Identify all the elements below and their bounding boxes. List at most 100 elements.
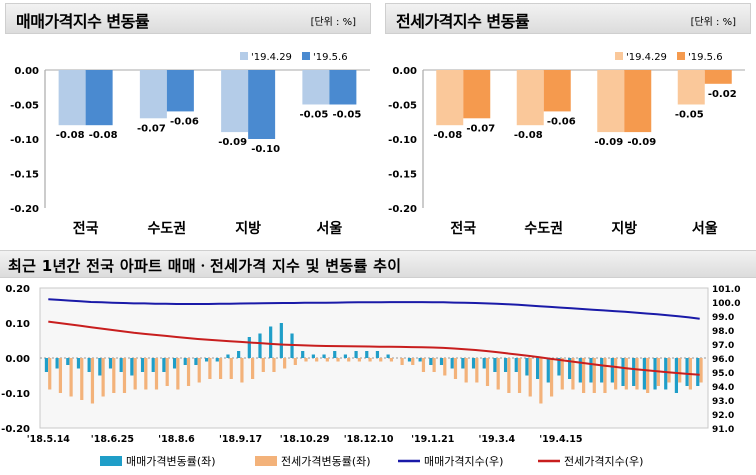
trend-jeonse-bar [614,358,618,390]
trend-jeonse-bar [90,358,95,404]
sale-data-label: -0.10 [251,144,280,155]
trend-jeonse-bar [272,358,276,372]
trend-right-ytick: 92.0 [712,411,734,421]
trend-sale-bar [333,351,337,358]
trend-jeonse-bar [667,358,671,383]
trend-sale-bar [461,358,465,369]
trend-sale-bar [386,354,390,358]
trend-sale-bar [237,351,241,358]
jeonse-bar [543,70,571,112]
trend-sale-bar [140,358,145,372]
sale-bar [221,70,249,133]
trend-jeonse-index-line [48,320,700,376]
trend-right-ytick: 101.0 [712,285,740,295]
trend-jeonse-bar [549,358,554,397]
trend-jeonse-bar [678,358,682,383]
trend-left-ytick: -0.20 [1,424,30,435]
trend-jeonse-bar [283,358,287,369]
jeonse-legend-label: '19.5.6 [688,52,723,63]
trend-sale-bar [183,358,187,365]
trend-sale-bar [525,358,529,376]
trend-jeonse-bar [58,358,63,393]
trend-jeonse-bar [539,358,543,404]
trend-legend-label: 매매가격변동률(좌) [126,455,216,468]
trend-sale-bar [642,358,646,390]
jeonse-data-label: -0.06 [547,116,576,127]
trend-jeonse-bar [112,358,116,393]
jeonse-ytick: -0.15 [388,170,417,181]
trend-jeonse-bar [80,358,84,400]
trend-right-ytick: 98.0 [712,327,734,337]
trend-sale-bar [632,358,636,386]
jeonse-bar [463,70,491,119]
trend-jeonse-bar [165,358,169,386]
trend-right-ytick: 95.0 [712,369,734,379]
trend-sale-bar [354,351,358,358]
trend-jeonse-bar [261,358,265,372]
jeonse-legend-swatch [615,52,623,60]
trend-jeonse-bar [624,358,628,390]
trend-left-ytick: -0.10 [1,389,30,400]
trend-sale-bar [407,358,412,362]
trend-sale-bar [418,358,422,362]
sale-legend-swatch [302,52,310,60]
trend-jeonse-bar [517,358,522,393]
trend-jeonse-bar [379,358,383,362]
trend-sale-bar [194,358,198,365]
trend-sale-bar [503,358,508,372]
sale-panel-header: 매매가격지수 변동률 [단위 : %] [5,3,371,34]
trend-panel-title: 최근 1년간 전국 아파트 매매ㆍ전세가격 지수 및 변동률 추이 [8,257,402,275]
trend-jeonse-bar [325,358,329,362]
trend-sale-bar [66,358,70,365]
jeonse-ytick: -0.10 [388,135,417,146]
trend-jeonse-bar [571,358,575,390]
trend-sale-bar [450,358,454,369]
trend-jeonse-bar [101,358,105,397]
trend-sale-bar [578,358,582,383]
sale-ytick: -0.15 [10,170,39,181]
jeonse-category-label: 전국 [450,220,476,237]
sale-data-label: -0.07 [137,123,166,134]
sale-bar [58,70,86,126]
trend-jeonse-bar [400,358,404,365]
trend-xtick: '18.5.14 [27,434,71,445]
trend-right-ytick: 93.0 [712,397,734,407]
trend-sale-bar [279,323,283,358]
trend-jeonse-bar [464,358,468,383]
trend-jeonse-bar [69,358,73,397]
sale-bar [248,70,276,139]
trend-sale-bar [205,358,209,362]
trend-jeonse-bar [485,358,490,386]
trend-jeonse-bar [603,358,607,393]
trend-sale-bar [130,358,134,376]
trend-jeonse-bar [646,358,650,393]
jeonse-legend-swatch [677,52,685,60]
trend-right-ytick: 99.0 [712,313,734,323]
trend-sale-bar [664,358,668,390]
jeonse-data-label: -0.07 [466,123,495,134]
trend-sale-bar [536,358,540,379]
trend-jeonse-bar [315,358,319,362]
trend-jeonse-bar [144,358,148,390]
trend-sale-bar [247,337,251,358]
trend-xtick: '19.4.15 [539,434,582,445]
trend-jeonse-bar [357,358,361,362]
trend-sale-bar [322,354,326,358]
trend-jeonse-bar [218,358,223,379]
sale-data-label: -0.05 [332,110,361,121]
sale-category-label: 서울 [316,220,342,237]
sale-legend-label: '19.4.29 [251,52,292,63]
trend-jeonse-bar [133,358,137,390]
trend-sale-index-line [48,298,700,320]
trend-sale-bar [471,358,476,369]
jeonse-category-label: 지방 [611,220,637,237]
trend-sale-bar [557,358,561,376]
trend-sale-bar [600,358,604,383]
trend-sale-bar [98,358,102,376]
trend-sale-bar [215,358,219,362]
trend-jeonse-bar [389,358,394,362]
jeonse-category-label: 서울 [692,220,718,237]
trend-sale-bar [546,358,550,383]
trend-jeonse-bar [528,358,532,397]
trend-right-ytick: 91.0 [712,425,734,435]
